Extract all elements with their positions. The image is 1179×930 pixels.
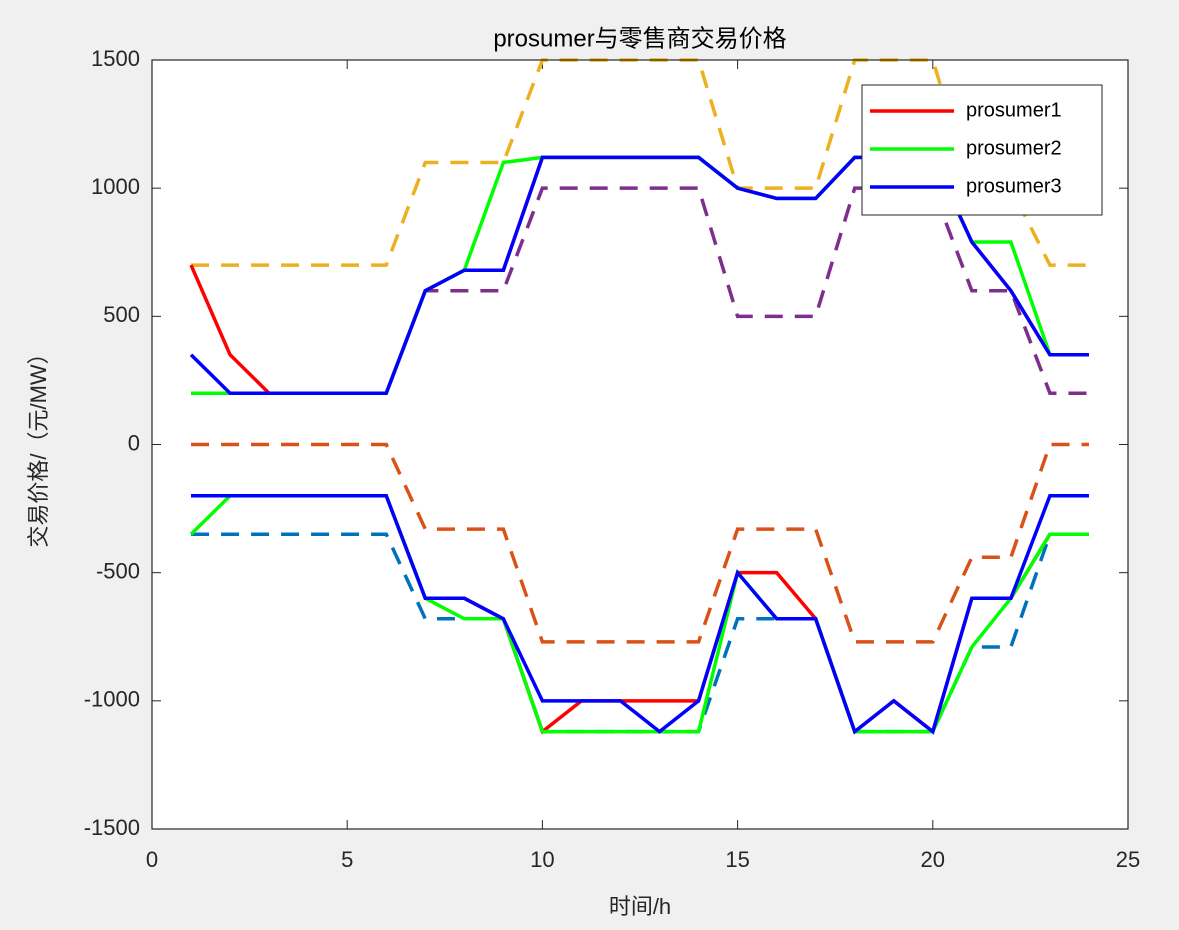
legend-label: prosumer1 xyxy=(966,99,1062,121)
x-axis-label: 时间/h xyxy=(609,894,671,919)
x-tick-label: 0 xyxy=(146,847,158,872)
legend: prosumer1 prosumer2 prosumer3 xyxy=(861,84,1103,216)
x-tick-label: 20 xyxy=(921,847,945,872)
legend-label: prosumer3 xyxy=(966,175,1062,197)
y-tick-label: 500 xyxy=(103,302,140,327)
series-line xyxy=(191,494,1089,735)
y-tick-label: 1500 xyxy=(91,46,140,71)
series-line xyxy=(191,442,1089,644)
x-tick-label: 10 xyxy=(530,847,554,872)
legend-label: prosumer2 xyxy=(966,137,1062,159)
y-tick-label: -1500 xyxy=(84,815,140,840)
x-tick-label: 25 xyxy=(1116,847,1140,872)
y-tick-label: 0 xyxy=(128,430,140,455)
y-axis-label: 交易价格/（元/MW） xyxy=(26,342,51,547)
series-line xyxy=(191,58,1089,267)
y-tick-label: -1000 xyxy=(84,687,140,712)
chart-title: prosumer与零售商交易价格 xyxy=(493,25,786,52)
x-tick-label: 15 xyxy=(725,847,749,872)
axes-box xyxy=(151,59,1129,830)
x-tick-label: 5 xyxy=(341,847,353,872)
y-tick-label: -500 xyxy=(96,558,140,583)
y-tick-label: 1000 xyxy=(91,174,140,199)
